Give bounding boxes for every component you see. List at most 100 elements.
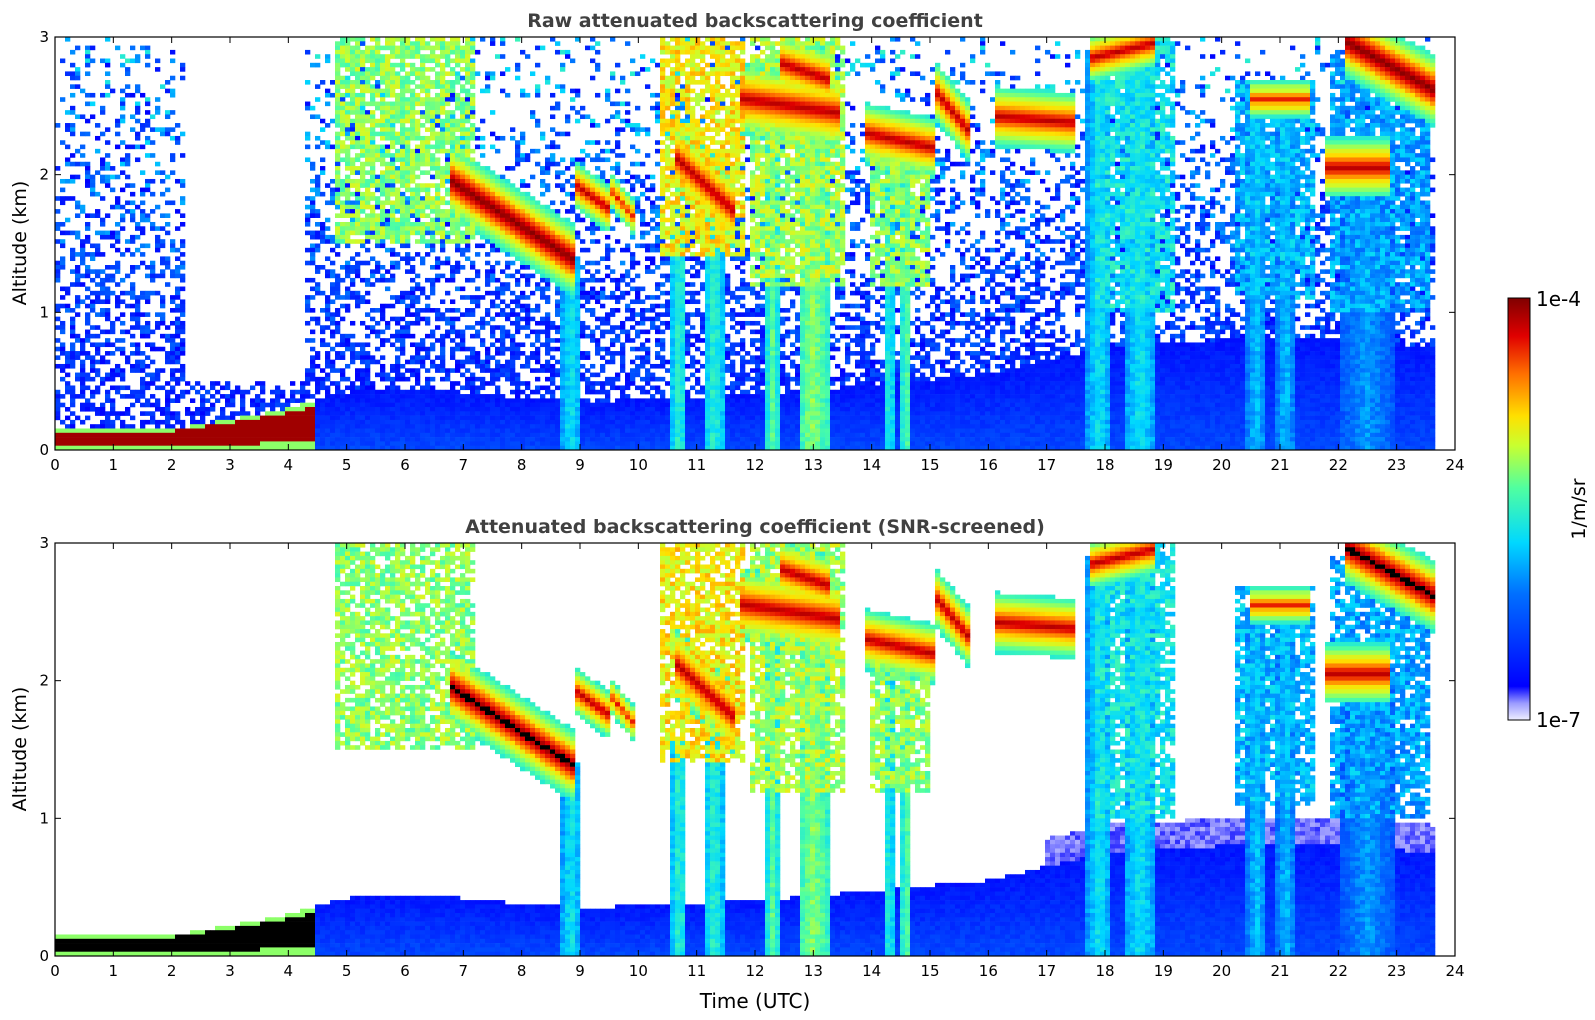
heat-cell: [450, 157, 456, 163]
heat-cell: [350, 166, 356, 171]
heat-cell: [550, 221, 556, 227]
heat-cell: [455, 424, 461, 429]
heat-cell: [155, 67, 161, 72]
heat-cell: [90, 342, 96, 348]
heat-cell: [455, 221, 461, 227]
heat-cell: [610, 204, 616, 210]
heat-cell: [430, 80, 436, 85]
heat-cell: [555, 247, 561, 253]
heat-cell: [430, 346, 436, 352]
heat-cell: [495, 402, 501, 408]
heat-cell: [120, 204, 126, 210]
heat-cell: [115, 265, 121, 270]
heat-cell: [340, 389, 346, 395]
heat-cell: [400, 135, 406, 141]
heat-cell: [315, 437, 321, 442]
heat-cell: [75, 84, 81, 89]
heat-cell: [475, 351, 481, 356]
heat-cell: [570, 411, 576, 416]
heat-cell: [140, 351, 146, 356]
heat-cell: [125, 239, 131, 244]
heat-cell: [255, 394, 261, 399]
heat-cell: [430, 441, 436, 446]
heat-cell: [350, 239, 356, 244]
heat-cell: [170, 424, 176, 429]
heat-cell: [325, 376, 331, 382]
heat-cell: [390, 213, 396, 218]
heat-cell: [85, 441, 91, 446]
heat-cell: [550, 252, 556, 257]
heat-cell: [140, 295, 146, 300]
heat-cell: [515, 299, 521, 305]
heat-cell: [600, 256, 606, 262]
heat-cell: [440, 406, 446, 412]
heat-cell: [560, 67, 566, 72]
heat-cell: [55, 239, 61, 244]
heat-cell: [450, 80, 456, 85]
heat-cell: [480, 213, 486, 218]
heat-cell: [350, 191, 356, 197]
heat-cell: [545, 389, 551, 395]
heat-cell: [400, 67, 406, 72]
heat-cell: [360, 80, 366, 85]
heat-cell: [160, 346, 166, 352]
heat-cell: [115, 174, 121, 180]
heat-cell: [375, 131, 381, 137]
heat-cell: [330, 402, 336, 408]
heat-cell: [320, 329, 326, 335]
heat-cell: [525, 295, 531, 300]
heat-cell: [330, 368, 336, 373]
heat-cell: [450, 277, 456, 283]
heat-cell: [400, 80, 406, 85]
heat-cell: [585, 389, 591, 395]
heat-cell: [115, 303, 121, 309]
heat-cell: [120, 437, 126, 442]
heat-cell: [140, 187, 146, 193]
heat-cell: [415, 226, 421, 231]
heat-cell: [555, 411, 561, 416]
heat-cell: [165, 355, 171, 360]
heat-cell: [605, 424, 611, 429]
heat-cell: [235, 441, 241, 446]
heat-cell: [605, 398, 611, 403]
heat-cell: [560, 437, 566, 442]
heat-cell: [345, 166, 351, 171]
heat-cell: [370, 437, 376, 442]
heat-cell: [115, 282, 121, 287]
heat-cell: [420, 359, 426, 365]
heat-cell: [460, 209, 466, 214]
heat-cell: [320, 424, 326, 429]
heat-cell: [345, 260, 351, 266]
heat-cell: [180, 376, 186, 382]
heat-cell: [250, 432, 256, 438]
heat-cell: [90, 45, 96, 51]
heat-cell: [460, 54, 466, 59]
heat-cell: [430, 110, 436, 115]
heat-cell: [460, 157, 466, 163]
heat-cell: [405, 226, 411, 231]
heat-cell: [130, 92, 136, 98]
heat-cell: [360, 54, 366, 59]
heat-cell: [460, 170, 466, 175]
heat-cell: [55, 260, 61, 266]
heat-cell: [250, 398, 256, 403]
heat-cell: [540, 239, 546, 244]
heat-cell: [375, 260, 381, 266]
heat-cell: [590, 209, 596, 214]
heat-cell: [400, 153, 406, 158]
heat-cell: [335, 157, 341, 163]
heat-cell: [585, 437, 591, 442]
heat-cell: [180, 424, 186, 429]
heat-cell: [370, 282, 376, 287]
heat-cell: [560, 282, 566, 287]
heat-cell: [385, 432, 391, 438]
heat-cell: [605, 445, 611, 450]
heat-cell: [455, 174, 461, 180]
heat-cell: [90, 333, 96, 339]
heat-cell: [465, 295, 471, 300]
heat-cell: [105, 183, 111, 188]
heat-cell: [595, 389, 601, 395]
heat-cell: [170, 153, 176, 158]
heat-cell: [465, 209, 471, 214]
heat-cell: [150, 290, 156, 296]
